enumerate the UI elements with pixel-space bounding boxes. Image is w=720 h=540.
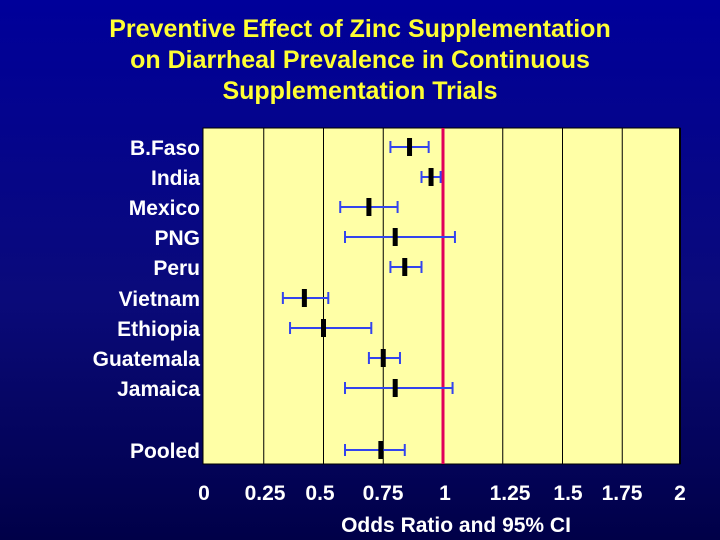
study-label: B.Faso — [130, 137, 200, 160]
chart-title: Preventive Effect of Zinc Supplementatio… — [0, 14, 720, 107]
x-tick-label: 1.25 — [490, 482, 531, 505]
x-tick-label: 1.5 — [553, 482, 583, 505]
point-estimate — [392, 379, 398, 397]
study-label: Jamaica — [117, 378, 200, 401]
point-estimate — [402, 258, 408, 276]
x-tick-label: 1.75 — [602, 482, 643, 505]
study-label: PNG — [154, 227, 200, 250]
chart-title-line-1: Preventive Effect of Zinc Supplementatio… — [109, 15, 611, 43]
study-row-ethiopia — [289, 319, 373, 337]
point-estimate — [378, 441, 384, 459]
study-row-mexico — [339, 198, 399, 216]
study-label: Vietnam — [119, 288, 200, 311]
point-estimate — [380, 349, 386, 367]
study-labels: B.Faso India Mexico PNG Peru Vietnam Ethiopia G… — [93, 137, 201, 463]
x-tick-label: 0.5 — [305, 482, 335, 505]
study-row-vietnam — [281, 289, 330, 307]
point-estimate — [428, 168, 434, 186]
chart-title-line-2: on Diarrheal Prevalence in Continuous — [130, 46, 590, 74]
study-label: Pooled — [130, 440, 200, 463]
point-estimate — [407, 138, 413, 156]
study-row-india — [420, 168, 442, 186]
point-estimate — [301, 289, 307, 307]
x-tick-label: 1 — [439, 482, 451, 505]
point-estimate — [366, 198, 372, 216]
point-estimate — [321, 319, 326, 337]
gridlines — [263, 128, 681, 464]
point-estimate — [392, 228, 398, 246]
study-row-png — [344, 228, 456, 246]
study-label: Guatemala — [93, 348, 201, 371]
x-tick-label: 0.25 — [245, 482, 286, 505]
study-row-jamaica — [344, 379, 454, 397]
x-axis-label: Odds Ratio and 95% CI — [341, 514, 571, 537]
study-row-peru — [389, 258, 423, 276]
study-row-guatemala — [367, 349, 401, 367]
x-axis-ticks: 0 0.25 0.5 0.75 1 1.25 1.5 1.75 2 — [198, 482, 686, 505]
study-label: India — [151, 167, 200, 190]
study-row-b-faso — [389, 138, 430, 156]
study-label: Ethiopia — [117, 318, 200, 341]
x-tick-label: 0.75 — [363, 482, 404, 505]
study-label: Peru — [153, 257, 200, 280]
study-row-pooled — [344, 441, 406, 459]
chart-title-line-3: Supplementation Trials — [222, 77, 498, 105]
x-tick-label: 0 — [198, 482, 210, 505]
study-estimates — [281, 138, 456, 459]
x-tick-label: 2 — [674, 482, 686, 505]
study-label: Mexico — [129, 197, 200, 220]
